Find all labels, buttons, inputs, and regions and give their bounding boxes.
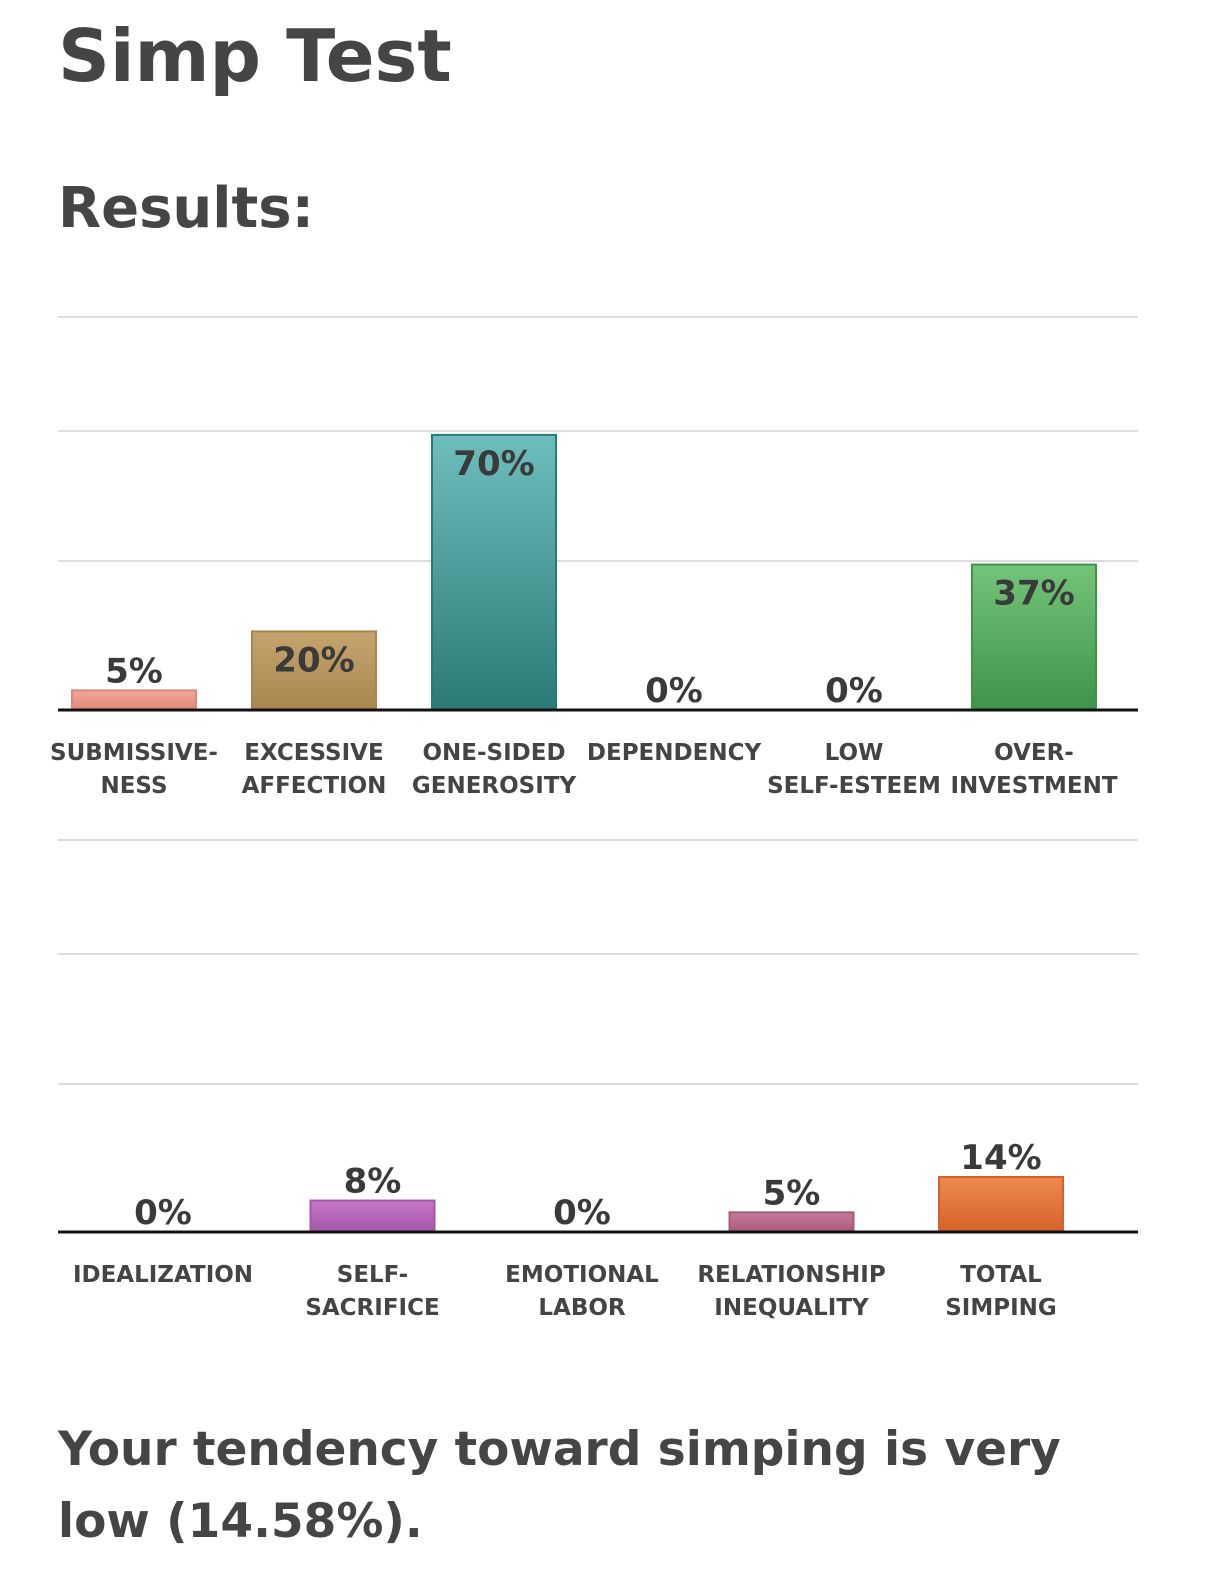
- category-label: AFFECTION: [242, 773, 387, 799]
- bar-value-label: 70%: [453, 444, 534, 484]
- bar-value-label: 5%: [763, 1173, 821, 1213]
- results-bar-chart-1: 5% SUBMISSIVE- NESS 20% EXCESSIVE AFFECTION 70…: [50, 316, 1138, 799]
- category-label: SIMPING: [945, 1295, 1057, 1321]
- bar: [938, 1175, 1064, 1234]
- bar: [431, 433, 557, 711]
- category-label: TOTAL: [960, 1262, 1042, 1288]
- page-title: Simp Test: [58, 14, 452, 98]
- results-heading: Results:: [58, 176, 314, 241]
- bar: [251, 630, 377, 711]
- category-label: DEPENDENCY: [587, 740, 762, 766]
- category-label: ONE-SIDED: [422, 740, 565, 766]
- category-label: INVESTMENT: [950, 773, 1117, 799]
- bar-value-label: 0%: [134, 1193, 192, 1233]
- bar: [71, 689, 197, 712]
- category-label: INEQUALITY: [714, 1295, 869, 1321]
- bar-value-label: 8%: [344, 1162, 402, 1202]
- category-label: SELF-: [337, 1262, 408, 1288]
- bar-value-label: 37%: [993, 574, 1074, 614]
- category-label: RELATIONSHIP: [697, 1262, 885, 1288]
- category-label: SELF-ESTEEM: [767, 773, 941, 799]
- bar: [971, 563, 1097, 711]
- bar: [728, 1211, 855, 1234]
- category-label: EMOTIONAL: [505, 1262, 659, 1288]
- bar-value-label: 14%: [960, 1138, 1041, 1178]
- category-label: SACRIFICE: [305, 1295, 439, 1321]
- bar-value-label: 0%: [553, 1193, 611, 1233]
- bar-value-label: 20%: [273, 640, 354, 680]
- category-label: GENEROSITY: [412, 773, 577, 799]
- summary-text: Your tendency toward simping is very low…: [58, 1422, 1061, 1549]
- bar-value-label: 5%: [105, 651, 163, 691]
- bar: [309, 1199, 436, 1233]
- category-label: LABOR: [538, 1295, 626, 1321]
- category-label: SUBMISSIVE-: [50, 740, 218, 766]
- category-label: EXCESSIVE: [244, 740, 383, 766]
- results-bar-chart-2: 0% IDEALIZATION 8% SELF- SACRIFICE 0% EMOTIONA…: [58, 839, 1138, 1321]
- category-label: OVER-: [994, 740, 1074, 766]
- bar-value-label: 0%: [645, 671, 703, 711]
- category-label: IDEALIZATION: [73, 1262, 253, 1288]
- category-label: LOW: [825, 740, 884, 766]
- bar-value-label: 0%: [825, 671, 883, 711]
- category-label: NESS: [100, 773, 167, 799]
